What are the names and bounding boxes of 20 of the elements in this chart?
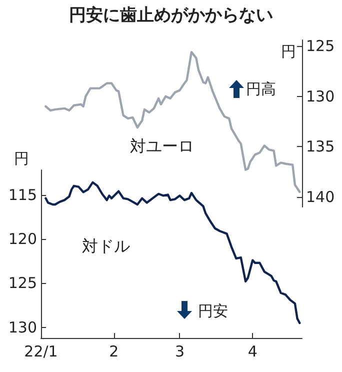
annotation: 円安 — [198, 302, 228, 321]
annotation: 円高 — [246, 80, 276, 99]
y-tick-label: 135 — [306, 138, 335, 156]
text: 対ドル — [82, 236, 130, 256]
y-tick-label: 120 — [8, 230, 37, 248]
x-tick-label: 3 — [174, 342, 185, 360]
y-tick-label: 130 — [306, 87, 335, 106]
x-tick-label: 4 — [248, 342, 258, 360]
y-axis-title: 円 — [14, 150, 29, 168]
y-tick-label: 125 — [8, 274, 37, 292]
line-series — [44, 181, 301, 324]
x-tick-label: 22/1 — [24, 342, 58, 360]
y-axis-title: 円 — [281, 42, 296, 60]
y-tick-label: 115 — [8, 186, 37, 204]
y-tick-label: 125 — [306, 37, 335, 56]
y-tick-label: 140 — [306, 188, 335, 206]
series-label: 対ユーロ — [130, 136, 194, 156]
y-tick-label: 130 — [8, 318, 37, 336]
chart-title: 円安に歯止めがかからない — [69, 6, 273, 26]
x-tick-label: 2 — [109, 342, 119, 360]
